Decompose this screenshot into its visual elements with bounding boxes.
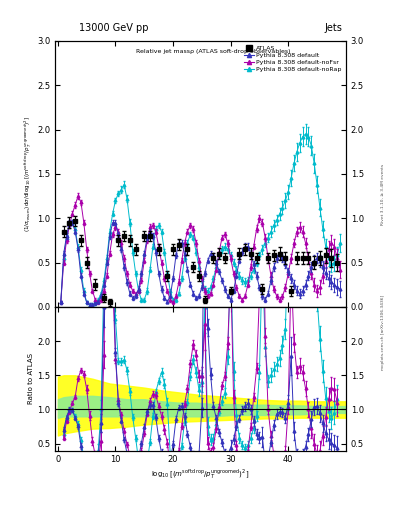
Y-axis label: Ratio to ATLAS: Ratio to ATLAS <box>28 353 34 404</box>
Legend: ATLAS, Pythia 8.308 default, Pythia 8.308 default-noFsr, Pythia 8.308 default-no: ATLAS, Pythia 8.308 default, Pythia 8.30… <box>242 43 344 75</box>
Y-axis label: $(1/\sigma_\mathrm{resum})\,\mathrm{d}\sigma/\mathrm{d}\log_{10}[(m^\mathrm{soft: $(1/\sigma_\mathrm{resum})\,\mathrm{d}\s… <box>23 116 34 232</box>
X-axis label: $\log_{10}[(m^\mathrm{soft\,drop}/p_T^\mathrm{ungroomed})^2]$: $\log_{10}[(m^\mathrm{soft\,drop}/p_T^\m… <box>151 467 250 481</box>
Text: Relative jet massρ (ATLAS soft-drop observables): Relative jet massρ (ATLAS soft-drop obse… <box>136 49 291 54</box>
Text: Rivet 3.1.10, ≥ 3.4M events: Rivet 3.1.10, ≥ 3.4M events <box>381 164 385 225</box>
Text: 13000 GeV pp: 13000 GeV pp <box>79 23 148 33</box>
Text: Jets: Jets <box>324 23 342 33</box>
Text: mcplots.cern.ch [arXiv:1306.3436]: mcplots.cern.ch [arXiv:1306.3436] <box>381 295 385 370</box>
